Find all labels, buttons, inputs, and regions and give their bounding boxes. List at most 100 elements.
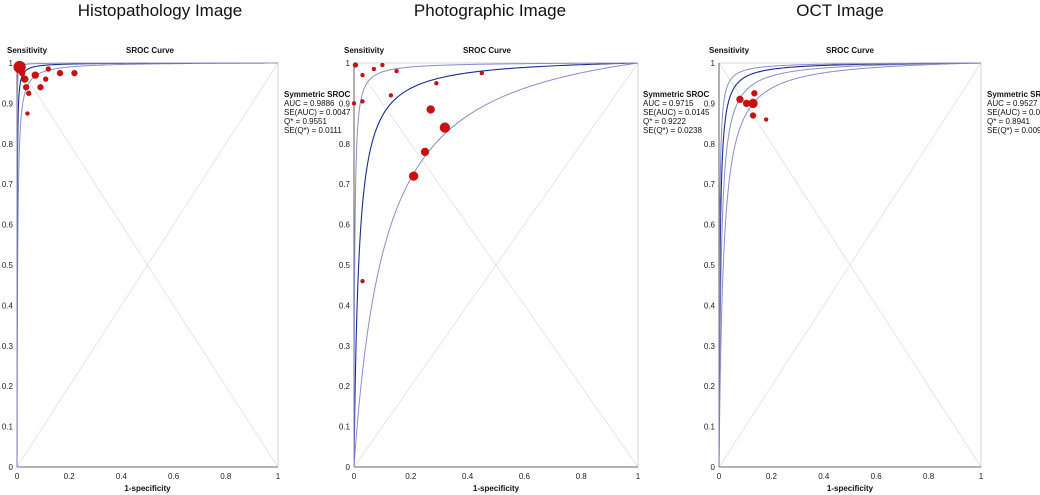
study-point	[71, 69, 78, 77]
study-point	[388, 93, 394, 98]
y-tick-label: 0.6	[704, 221, 716, 230]
stats-line: SE(AUC) = 0.0047	[284, 108, 351, 117]
x-tick-label: 0.8	[576, 472, 588, 481]
y-tick-label: 0.7	[704, 180, 716, 189]
sroc-charts: 0 0.1 0.2 0.3 0.4 0.5 0.6 0.7 0.8 0.9 1 0 0.2 0.4 0.6 0…	[2, 46, 1040, 493]
x-tick-label: 1	[276, 472, 281, 481]
study-point	[479, 70, 484, 76]
y-tick-label: 0.1	[704, 423, 716, 432]
y-tick-label: 0.2	[339, 382, 351, 391]
y-tick-label: 1	[346, 59, 351, 68]
y-tick-label: 0.3	[2, 342, 14, 351]
stats-line: SE(Q*) = 0.0096	[987, 126, 1040, 135]
y-axis-label: Sensitivity	[344, 46, 385, 55]
study-point	[352, 62, 359, 68]
y-tick-label: 0.6	[2, 221, 14, 230]
study-point	[360, 72, 365, 78]
sroc-curve	[353, 62, 639, 468]
x-axis-label: 1-specificity	[124, 484, 171, 493]
x-tick-label: 0.2	[64, 472, 76, 481]
study-point	[764, 117, 769, 122]
y-tick-label: 0	[346, 463, 351, 472]
study-point	[37, 84, 44, 91]
y-axis-label: Sensitivity	[709, 46, 750, 55]
study-point	[736, 95, 744, 104]
y-tick-label: 0.7	[2, 180, 14, 189]
y-tick-label: 0.3	[339, 342, 351, 351]
study-point	[434, 81, 439, 86]
y-tick-label: 0.4	[339, 301, 351, 310]
y-tick-label: 0.8	[704, 140, 716, 149]
study-point	[751, 90, 758, 97]
study-point	[31, 71, 39, 79]
study-point	[351, 101, 357, 106]
y-tick-label: 0.4	[2, 301, 14, 310]
y-tick-label: 0.6	[339, 221, 351, 230]
y-tick-label: 0.9	[339, 99, 351, 108]
sroc-curve	[353, 62, 639, 467]
sroc-curve	[718, 62, 982, 467]
study-point	[19, 69, 26, 77]
study-point	[748, 98, 758, 109]
y-tick-label: 0.3	[704, 342, 716, 351]
x-tick-label: 1	[636, 472, 641, 481]
study-point	[21, 75, 29, 83]
x-tick-label: 0.4	[818, 472, 830, 481]
stats-line: Q* = 0.8941	[987, 117, 1030, 126]
anti-diagonal	[16, 62, 279, 468]
study-point	[56, 69, 64, 77]
histopathology-title: Histopathology Image	[77, 1, 243, 20]
study-point	[45, 66, 51, 72]
chart-subtitle: SROC Curve	[826, 46, 875, 55]
stats-line: SE(Q*) = 0.0111	[284, 126, 342, 135]
stats-line: SE(AUC) = 0.0145	[643, 108, 710, 117]
stats-heading: Symmetric SROC	[987, 90, 1040, 99]
x-tick-label: 0.6	[168, 472, 180, 481]
y-tick-label: 0.1	[339, 423, 351, 432]
y-tick-label: 0	[711, 463, 716, 472]
sroc-curve	[353, 62, 639, 467]
study-point	[394, 68, 399, 74]
y-tick-label: 0.2	[704, 382, 716, 391]
study-point	[371, 66, 377, 72]
x-tick-label: 0.2	[766, 472, 778, 481]
study-point	[439, 122, 451, 133]
x-axis-label: 1-specificity	[473, 484, 520, 493]
study-point	[426, 105, 435, 114]
y-tick-label: 0.4	[704, 301, 716, 310]
y-tick-label: 0.5	[704, 261, 716, 270]
study-point	[26, 90, 32, 96]
x-tick-label: 0.6	[519, 472, 531, 481]
y-tick-label: 0.7	[339, 180, 351, 189]
x-tick-label: 0.8	[923, 472, 935, 481]
y-tick-label: 0	[9, 463, 14, 472]
y-tick-label: 0.5	[339, 261, 351, 270]
stats-line: SE(Q*) = 0.0238	[643, 126, 702, 135]
stats-line: Q* = 0.9551	[284, 117, 327, 126]
y-tick-label: 0.5	[2, 261, 14, 270]
study-point	[25, 111, 30, 116]
anti-diagonal	[718, 62, 982, 468]
y-tick-label: 0.1	[2, 423, 14, 432]
y-tick-label: 0.2	[2, 382, 14, 391]
y-tick-label: 0.9	[2, 99, 14, 108]
study-point	[420, 147, 430, 157]
anti-diagonal	[353, 62, 639, 468]
y-axis-label: Sensitivity	[7, 46, 48, 55]
y-tick-label: 0.8	[339, 140, 351, 149]
x-tick-label: 0	[717, 472, 722, 481]
y-tick-label: 1	[9, 59, 14, 68]
study-point	[380, 62, 385, 68]
sroc-curve	[718, 62, 982, 467]
oct-title: OCT Image	[796, 1, 884, 20]
chart-subtitle: SROC Curve	[126, 46, 175, 55]
x-tick-label: 0.2	[405, 472, 417, 481]
study-point	[360, 279, 365, 284]
y-tick-label: 1	[711, 59, 716, 68]
study-point	[43, 76, 49, 82]
x-axis-label: 1-specificity	[827, 484, 874, 493]
stats-line: AUC = 0.9886	[284, 99, 335, 108]
x-tick-label: 0	[352, 472, 357, 481]
y-tick-label: 0.9	[704, 99, 716, 108]
stats-line: AUC = 0.9527	[987, 99, 1038, 108]
